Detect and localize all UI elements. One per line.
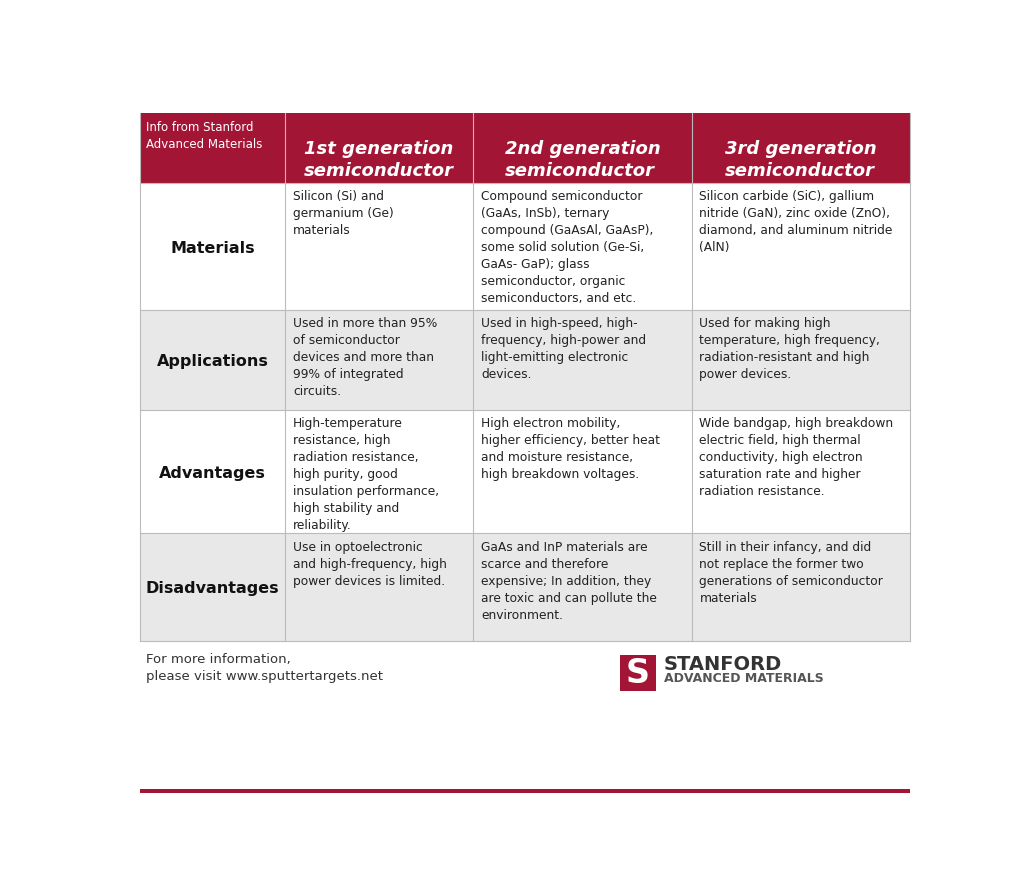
Text: 3rd generation
semiconductor: 3rd generation semiconductor — [725, 140, 877, 180]
Text: High electron mobility,
higher efficiency, better heat
and moisture resistance,
: High electron mobility, higher efficienc… — [481, 417, 660, 481]
Text: Wide bandgap, high breakdown
electric field, high thermal
conductivity, high ele: Wide bandgap, high breakdown electric fi… — [699, 417, 894, 498]
Bar — [139, 410, 285, 533]
Bar — [473, 310, 691, 410]
Bar — [691, 310, 910, 410]
Text: Used in more than 95%
of semiconductor
devices and more than
99% of integrated
c: Used in more than 95% of semiconductor d… — [293, 317, 437, 398]
Text: S: S — [626, 656, 650, 689]
Text: Advantages: Advantages — [159, 466, 266, 481]
Text: Info from Stanford
Advanced Materials: Info from Stanford Advanced Materials — [145, 121, 262, 151]
Bar — [473, 183, 691, 310]
Text: STANFORD: STANFORD — [664, 655, 781, 674]
Text: Disadvantages: Disadvantages — [145, 581, 280, 597]
Bar — [139, 789, 910, 793]
Bar — [285, 410, 473, 533]
Bar — [285, 533, 473, 641]
Text: Materials: Materials — [170, 241, 255, 255]
Text: GaAs and InP materials are
scarce and therefore
expensive; In addition, they
are: GaAs and InP materials are scarce and th… — [481, 540, 657, 622]
Bar — [691, 410, 910, 533]
Text: Silicon carbide (SiC), gallium
nitride (GaN), zinc oxide (ZnO),
diamond, and alu: Silicon carbide (SiC), gallium nitride (… — [699, 190, 893, 255]
Text: Use in optoelectronic
and high-frequency, high
power devices is limited.: Use in optoelectronic and high-frequency… — [293, 540, 446, 588]
Bar — [139, 113, 910, 183]
Text: Still in their infancy, and did
not replace the former two
generations of semico: Still in their infancy, and did not repl… — [699, 540, 884, 605]
Text: 1st generation
semiconductor: 1st generation semiconductor — [304, 140, 455, 180]
Text: 2nd generation
semiconductor: 2nd generation semiconductor — [505, 140, 660, 180]
Bar — [139, 310, 285, 410]
Text: Silicon (Si) and
germanium (Ge)
materials: Silicon (Si) and germanium (Ge) material… — [293, 190, 393, 238]
Bar — [473, 533, 691, 641]
Bar — [621, 655, 655, 691]
Text: ADVANCED MATERIALS: ADVANCED MATERIALS — [664, 672, 823, 685]
Bar — [691, 183, 910, 310]
Bar — [285, 310, 473, 410]
Text: Used in high-speed, high-
frequency, high-power and
light-emitting electronic
de: Used in high-speed, high- frequency, hig… — [481, 317, 646, 381]
Bar — [691, 533, 910, 641]
Bar — [139, 183, 285, 310]
Bar — [139, 533, 285, 641]
Text: High-temperature
resistance, high
radiation resistance,
high purity, good
insula: High-temperature resistance, high radiat… — [293, 417, 439, 532]
Text: Applications: Applications — [157, 355, 268, 370]
Text: Used for making high
temperature, high frequency,
radiation-resistant and high
p: Used for making high temperature, high f… — [699, 317, 881, 381]
Bar — [473, 410, 691, 533]
Text: Compound semiconductor
(GaAs, InSb), ternary
compound (GaAsAl, GaAsP),
some soli: Compound semiconductor (GaAs, InSb), ter… — [481, 190, 653, 305]
Bar — [285, 183, 473, 310]
Text: For more information,
please visit www.sputtertargets.net: For more information, please visit www.s… — [145, 653, 383, 683]
